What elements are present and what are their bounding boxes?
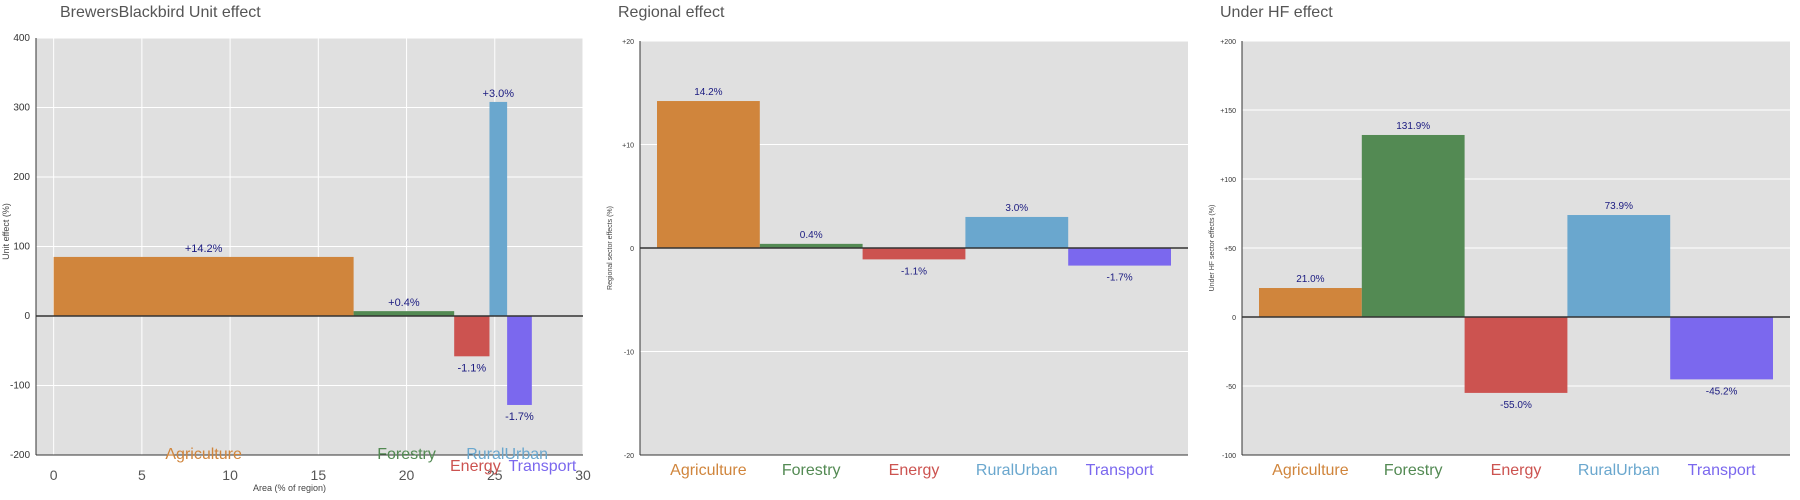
y-axis-label: Regional sector effects (%) <box>607 206 614 290</box>
data-label: 3.0% <box>1005 203 1028 214</box>
data-label: -1.1% <box>457 362 486 374</box>
category-label: RuralUrban <box>466 446 548 463</box>
x-tick-label: 5 <box>138 467 146 483</box>
data-label: +0.4% <box>388 297 420 309</box>
category-label: Forestry <box>377 446 436 463</box>
category-label: Transport <box>508 458 576 475</box>
bar-ruralurban <box>1567 215 1671 317</box>
bar-ruralurban <box>489 101 508 316</box>
y-tick-label: +200 <box>1220 39 1236 46</box>
bar-agriculture <box>657 101 760 248</box>
y-tick-label: -50 <box>1226 384 1236 391</box>
data-label: 14.2% <box>694 87 722 98</box>
bar-energy <box>862 248 966 260</box>
bar-forestry <box>759 243 863 248</box>
data-label: 73.9% <box>1605 201 1633 212</box>
under-hf-effect-panel: -100 -50 0 +50 +100 +150 +200 21.0% Agriculture 1… <box>1200 0 1800 500</box>
unit-effect-title: BrewersBlackbird Unit effect <box>60 4 261 21</box>
bar-agriculture <box>1259 288 1362 317</box>
y-tick-label: -100 <box>1222 453 1236 460</box>
unit-effect-panel: -200 -100 0 100 200 300 400 0 5 10 15 20 25 30 +14.2% +… <box>0 0 600 500</box>
regional-effect-panel: -20 -10 0 +10 +20 14.2% Agriculture 0.4% Forestr… <box>600 0 1200 500</box>
bar-transport <box>1670 317 1773 380</box>
regional-effect-chart: -20 -10 0 +10 +20 14.2% Agriculture 0.4% Forestr… <box>607 39 1188 479</box>
y-tick-label: -10 <box>624 350 634 357</box>
data-label: 131.9% <box>1396 121 1430 132</box>
under-hf-effect-chart: -100 -50 0 +50 +100 +150 +200 21.0% Agriculture 1… <box>1209 39 1790 479</box>
y-tick-label: 0 <box>1232 315 1236 322</box>
category-label: RuralUrban <box>976 462 1058 479</box>
data-label: -1.7% <box>1107 273 1133 284</box>
category-label: RuralUrban <box>1578 462 1660 479</box>
x-axis-label: Area (% of region) <box>253 483 326 493</box>
data-label: -1.7% <box>505 411 534 423</box>
x-tick-label: 30 <box>575 467 591 483</box>
category-label: Transport <box>1688 462 1756 479</box>
x-tick-label: 25 <box>487 467 503 483</box>
category-label: Energy <box>889 462 940 479</box>
y-tick-label: -200 <box>10 450 30 461</box>
category-label: Forestry <box>1384 462 1443 479</box>
x-tick-label: 0 <box>50 467 58 483</box>
data-label: 0.4% <box>800 230 823 241</box>
unit-effect-chart: -200 -100 0 100 200 300 400 0 5 10 15 20 25 30 +14.2% +… <box>1 33 591 493</box>
y-tick-label: 400 <box>13 33 30 44</box>
bar-agriculture <box>53 256 354 316</box>
bar-energy <box>1464 317 1568 393</box>
y-axis-label: Under HF sector effects (%) <box>1209 205 1216 292</box>
y-tick-label: +100 <box>1220 177 1236 184</box>
data-label: +14.2% <box>185 243 223 255</box>
bar-forestry <box>1361 134 1465 317</box>
x-tick-label: 15 <box>311 467 327 483</box>
y-tick-label: 300 <box>13 103 30 114</box>
category-label: Agriculture <box>1272 462 1349 479</box>
data-label: -1.1% <box>901 266 927 277</box>
y-tick-label: -20 <box>624 453 634 460</box>
category-label: Energy <box>450 458 501 475</box>
category-label: Transport <box>1086 462 1154 479</box>
y-tick-label: +20 <box>622 39 634 46</box>
y-tick-label: 0 <box>24 311 30 322</box>
bar-forestry <box>353 311 455 316</box>
y-tick-label: 0 <box>630 246 634 253</box>
bar-transport <box>507 316 532 405</box>
bar-transport <box>1068 248 1171 266</box>
y-tick-label: 200 <box>13 172 30 183</box>
bar-ruralurban <box>965 216 1069 248</box>
y-tick-label: 100 <box>13 242 30 253</box>
data-label: -45.2% <box>1706 386 1738 397</box>
category-label: Agriculture <box>165 446 242 463</box>
x-tick-label: 10 <box>222 467 238 483</box>
data-label: 21.0% <box>1296 274 1324 285</box>
data-label: -55.0% <box>1500 400 1532 411</box>
bar-energy <box>454 316 490 357</box>
y-axis-label: Unit effect (%) <box>1 203 11 260</box>
y-tick-label: -100 <box>10 381 30 392</box>
y-tick-label: +50 <box>1224 246 1236 253</box>
category-label: Energy <box>1491 462 1542 479</box>
category-label: Agriculture <box>670 462 747 479</box>
under-hf-effect-title: Under HF effect <box>1220 4 1333 21</box>
y-tick-label: +10 <box>622 143 634 150</box>
y-tick-label: +150 <box>1220 108 1236 115</box>
regional-effect-title: Regional effect <box>618 4 725 21</box>
data-label: +3.0% <box>483 88 515 100</box>
x-tick-label: 20 <box>399 467 415 483</box>
category-label: Forestry <box>782 462 841 479</box>
